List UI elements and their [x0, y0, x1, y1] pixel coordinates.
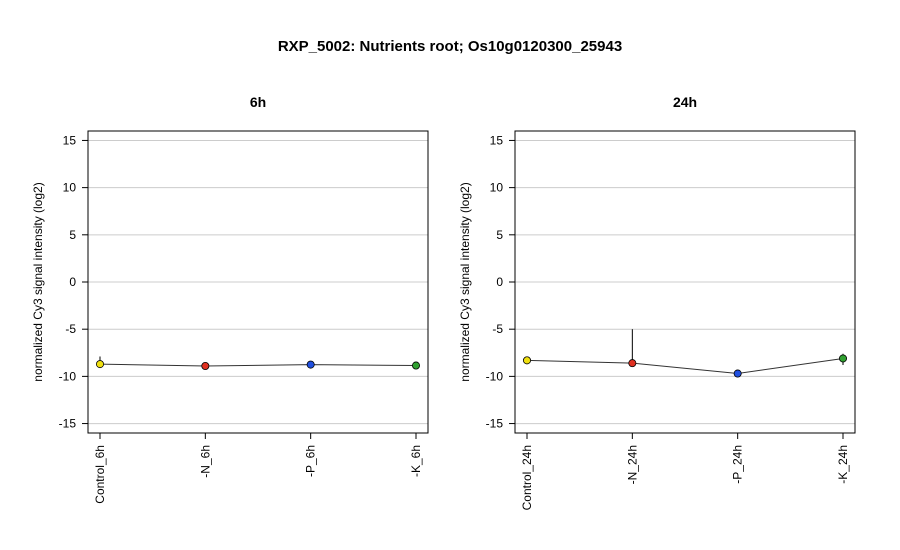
x-tick-label: -N_6h — [198, 445, 212, 478]
data-point — [411, 361, 420, 370]
y-axis-label: normalized Cy3 signal intensity (log2) — [31, 182, 45, 381]
y-tick-label: 10 — [490, 181, 504, 195]
data-point — [839, 354, 848, 363]
data-point — [733, 369, 742, 378]
y-tick-label: -15 — [486, 417, 504, 431]
y-tick-label: -5 — [492, 322, 503, 336]
y-tick-label: 10 — [63, 181, 77, 195]
data-point — [306, 360, 315, 369]
data-point — [96, 360, 105, 369]
y-tick-label: 15 — [63, 133, 77, 147]
y-tick-label: 15 — [490, 133, 504, 147]
x-tick-label: -P_24h — [731, 445, 745, 484]
data-point — [201, 361, 210, 370]
y-tick-label: 0 — [496, 275, 503, 289]
data-point — [628, 359, 637, 368]
panel-title: 6h — [250, 94, 266, 110]
panel-title: 24h — [673, 94, 697, 110]
x-tick-label: Control_6h — [93, 445, 107, 504]
y-tick-label: 5 — [496, 228, 503, 242]
data-point — [523, 356, 532, 365]
page-title: RXP_5002: Nutrients root; Os10g0120300_2… — [277, 38, 623, 55]
x-tick-label: -P_6h — [304, 445, 318, 477]
x-tick-label: -K_24h — [836, 445, 850, 484]
y-tick-label: 5 — [69, 228, 76, 242]
x-tick-label: Control_24h — [520, 445, 534, 510]
y-tick-label: -10 — [486, 369, 504, 383]
x-tick-label: -N_24h — [625, 445, 639, 484]
chart-panel-2: 24h -15 -10 -5 0 5 10 15 normalized Cy3 signal i… — [458, 94, 856, 510]
y-tick-label: -15 — [59, 417, 77, 431]
series-line — [99, 363, 417, 367]
series-line — [526, 357, 844, 375]
chart-panel-1: 6h -15 -10 -5 0 5 10 15 normalized Cy3 signal in… — [31, 94, 429, 504]
y-tick-label: -5 — [65, 322, 76, 336]
x-tick-label: -K_6h — [409, 445, 423, 477]
y-tick-label: 0 — [69, 275, 76, 289]
y-tick-label: -10 — [59, 369, 77, 383]
y-axis-label: normalized Cy3 signal intensity (log2) — [458, 182, 472, 381]
